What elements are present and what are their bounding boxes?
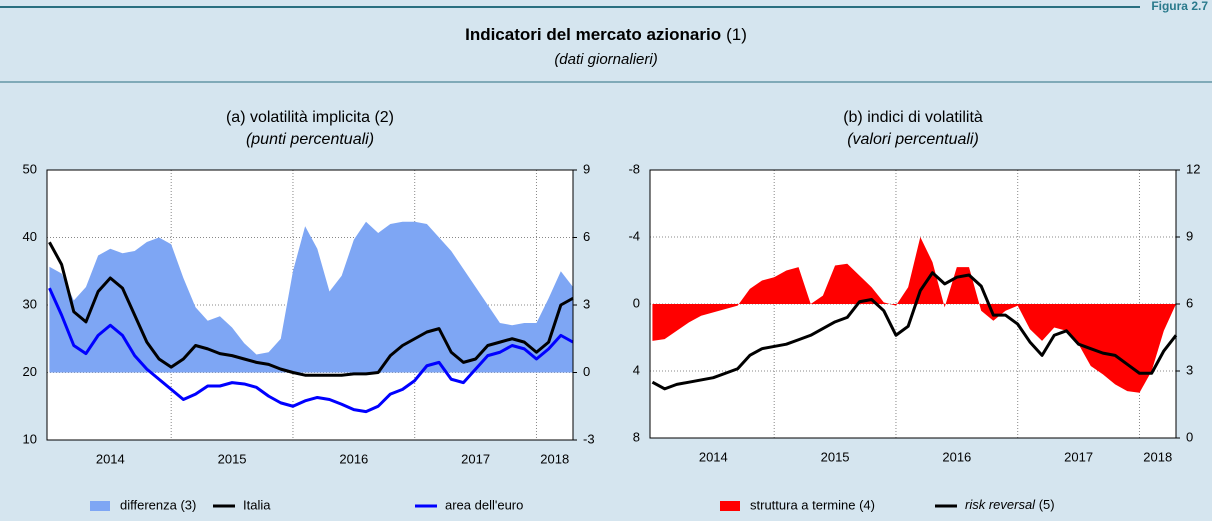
y-tick-label: 20	[23, 364, 37, 379]
x-tick-label: 2014	[699, 449, 728, 464]
panel-subtitle: (valori percentuali)	[847, 131, 979, 148]
y2-tick-label: 9	[1186, 228, 1193, 243]
legend-label-note: (5)	[1035, 497, 1055, 512]
legend-label: area dell'euro	[445, 497, 523, 512]
x-tick-label: 2018	[540, 451, 569, 466]
legend-label: differenza (3)	[120, 497, 196, 512]
x-tick-label: 2014	[96, 451, 125, 466]
area	[652, 237, 1176, 393]
y2-tick-label: 0	[583, 364, 590, 379]
legend-swatch	[720, 501, 740, 511]
line	[48, 241, 574, 377]
y-tick-label: 30	[23, 296, 37, 311]
y-tick-label: 0	[633, 295, 640, 310]
y-tick-label: 50	[23, 161, 37, 176]
y2-tick-label: -3	[583, 431, 595, 446]
x-tick-label: 2017	[1064, 449, 1093, 464]
panel-title: (b) indici di volatilità	[843, 109, 983, 126]
y-tick-label: -8	[628, 161, 640, 176]
legend-swatch	[90, 501, 110, 511]
x-tick-label: 2015	[821, 449, 850, 464]
y2-tick-label: 3	[1186, 362, 1193, 377]
y-tick-label: 4	[633, 362, 640, 377]
y2-tick-label: 6	[1186, 295, 1193, 310]
title-note: (1)	[726, 25, 747, 44]
figure-label: Figura 2.7	[1151, 0, 1208, 13]
plot-frame	[649, 169, 1177, 439]
line	[651, 271, 1178, 391]
y2-tick-label: 9	[583, 161, 590, 176]
y-tick-label: 10	[23, 431, 37, 446]
y2-tick-label: 6	[583, 229, 590, 244]
y2-tick-label: 0	[1186, 429, 1193, 444]
panel-subtitle: (punti percentuali)	[246, 131, 374, 148]
line	[48, 287, 574, 414]
legend-label: risk reversal (5)	[965, 497, 1055, 512]
x-tick-label: 2016	[942, 449, 971, 464]
marks	[651, 237, 1178, 393]
title-main: Indicatori del mercato azionario	[465, 25, 721, 44]
y-tick-label: 40	[23, 229, 37, 244]
x-tick-label: 2016	[339, 451, 368, 466]
legend-label: Italia	[243, 497, 271, 512]
legend-label: struttura a termine (4)	[750, 497, 875, 512]
panel-title: (a) volatilità implicita (2)	[226, 109, 394, 126]
y2-tick-label: 12	[1186, 161, 1200, 176]
plot-frame	[46, 169, 574, 441]
x-tick-label: 2018	[1143, 449, 1172, 464]
y-tick-label: -4	[628, 228, 640, 243]
y2-tick-label: 3	[583, 296, 590, 311]
marks	[48, 221, 574, 414]
title: Indicatori del mercato azionario (1)	[465, 25, 747, 44]
legend-label-italic: risk reversal	[965, 497, 1036, 512]
y-tick-label: 8	[633, 429, 640, 444]
x-tick-label: 2015	[218, 451, 247, 466]
subtitle: (dati giornalieri)	[554, 51, 657, 68]
x-tick-label: 2017	[461, 451, 490, 466]
